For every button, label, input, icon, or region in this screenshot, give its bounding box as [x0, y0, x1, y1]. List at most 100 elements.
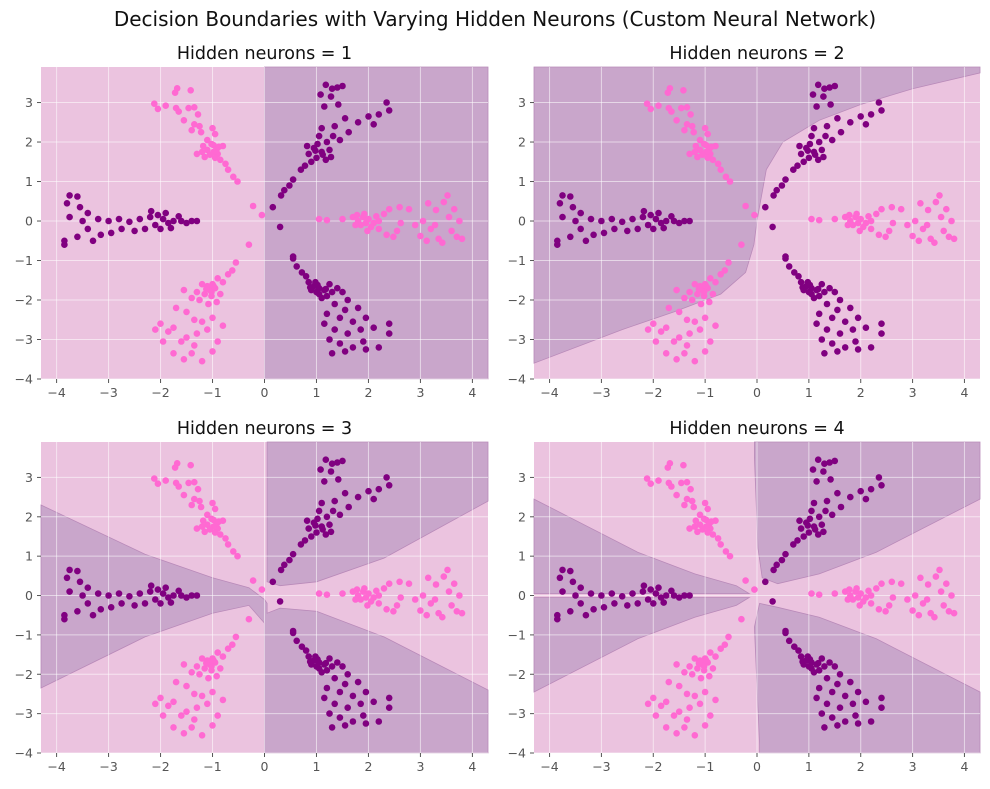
plot1-point-class-1: [440, 198, 448, 206]
plot3-point-class-1: [390, 608, 397, 615]
plot1-point-class-1: [210, 282, 217, 290]
plot2-point-class-1: [662, 324, 670, 332]
plot1-point-class-1: [201, 153, 208, 161]
plot2-point-class-0: [808, 290, 815, 298]
plot1-point-class-0: [319, 151, 327, 158]
plot2-point-class-1: [697, 300, 705, 308]
plot4-point-class-0: [796, 517, 803, 524]
plot4-point-class-0: [834, 680, 841, 688]
plot2-point-class-1: [701, 348, 709, 355]
plot2-point-class-1: [665, 304, 673, 312]
plot4-point-class-0: [818, 710, 826, 717]
plot3-point-class-0: [334, 459, 341, 466]
plot1-point-class-1: [450, 205, 458, 213]
plot3-point-class-1: [411, 596, 419, 603]
plot2-point-class-0: [821, 288, 828, 296]
plot2-point-class-1: [873, 210, 880, 218]
plot4-point-class-0: [826, 459, 833, 466]
plot4-point-class-1: [662, 698, 670, 706]
plot4-point-class-1: [945, 608, 953, 615]
plot4-point-class-0: [828, 511, 836, 519]
subplot-1: −4 −3 −2 −1 0 1 2 3 4 −4 −3 −2 −1 0 1 2 3 Hidden neurons …: [15, 44, 489, 400]
plot4-point-class-0: [854, 688, 862, 696]
plot3-point-class-1: [183, 708, 190, 715]
plot3-point-class-0: [323, 667, 331, 674]
plot4-y-tick-label: −3: [508, 706, 526, 721]
plot2-point-class-1: [915, 237, 923, 245]
plot4-point-class-1: [688, 497, 696, 505]
plot1-point-class-0: [357, 326, 365, 333]
plot1-point-class-1: [198, 280, 206, 288]
plot1-point-class-1: [213, 298, 220, 306]
plot2-point-class-1: [686, 288, 693, 296]
plot1-point-class-1: [208, 140, 215, 148]
plot3-point-class-1: [151, 475, 158, 482]
plot4-point-class-0: [611, 600, 618, 607]
plot1-point-class-1: [397, 219, 405, 227]
plot2-point-class-1: [950, 235, 958, 243]
plot4-point-class-1: [742, 577, 749, 584]
plot2-point-class-1: [709, 156, 717, 164]
plot1-point-class-0: [315, 290, 323, 298]
plot2-point-class-0: [818, 336, 826, 343]
plot2-point-class-0: [770, 192, 777, 199]
plot4-point-class-1: [691, 655, 699, 662]
plot1-point-class-0: [349, 318, 357, 326]
plot1-point-class-0: [136, 215, 144, 223]
plot4-point-class-0: [629, 590, 636, 597]
plot1-point-class-0: [306, 284, 314, 291]
plot4-point-class-1: [919, 600, 927, 607]
plot1-point-class-1: [339, 215, 346, 223]
plot4-point-class-1: [937, 588, 945, 595]
plot2-point-class-0: [650, 225, 657, 233]
plot1-point-class-0: [131, 227, 138, 235]
plot4-decision-region: [533, 597, 751, 693]
plot1-point-class-1: [315, 215, 323, 223]
plot3-point-class-0: [315, 507, 323, 515]
plot3-point-class-1: [209, 688, 216, 696]
plot4-point-class-0: [878, 694, 885, 702]
plot2-point-class-0: [569, 203, 577, 211]
plot1-point-class-0: [302, 273, 310, 280]
plot1-point-class-0: [66, 192, 73, 199]
plot3-point-class-1: [405, 580, 413, 587]
plot1-point-class-1: [215, 143, 223, 151]
plot3-point-class-1: [159, 712, 167, 719]
plot1-point-class-0: [322, 156, 330, 164]
plot2-point-class-0: [806, 281, 814, 289]
plot2-point-class-0: [681, 217, 688, 225]
plot3-point-class-0: [326, 655, 333, 662]
plot1-point-class-1: [183, 308, 190, 316]
plot2-point-class-0: [797, 278, 805, 286]
plot2-point-class-0: [647, 211, 654, 219]
plot2-point-class-1: [846, 211, 853, 219]
plot4-point-class-1: [856, 602, 863, 609]
plot4-point-class-1: [665, 678, 673, 686]
plot4-point-class-1: [655, 477, 662, 484]
plot4-point-class-0: [814, 456, 822, 464]
plot3-point-class-0: [63, 574, 71, 582]
plot3-point-class-1: [219, 653, 227, 660]
plot1-point-class-0: [365, 113, 372, 120]
plot3-point-class-0: [79, 592, 86, 599]
plot4-point-class-1: [924, 581, 932, 588]
plot2-point-class-0: [657, 219, 665, 227]
plot2-point-class-1: [694, 290, 701, 298]
plot2-point-class-1: [722, 173, 730, 181]
plot1-point-class-1: [352, 221, 359, 229]
plot3-point-class-0: [323, 513, 331, 521]
plot1-point-class-0: [76, 203, 84, 211]
plot2-point-class-1: [721, 267, 729, 274]
plot2-y-tick-label: 1: [518, 174, 526, 189]
plot2-point-class-0: [823, 326, 831, 333]
plot4-point-class-1: [931, 613, 938, 621]
plot3-y-tick-label: 1: [25, 549, 33, 564]
plot4-point-class-0: [662, 592, 670, 599]
plot4-point-class-0: [831, 457, 839, 465]
plot1-point-class-1: [219, 278, 227, 286]
plot1-point-class-1: [193, 330, 201, 337]
plot2-point-class-1: [683, 342, 691, 349]
plot4-point-class-1: [707, 649, 714, 656]
plot4-point-class-0: [773, 561, 780, 569]
